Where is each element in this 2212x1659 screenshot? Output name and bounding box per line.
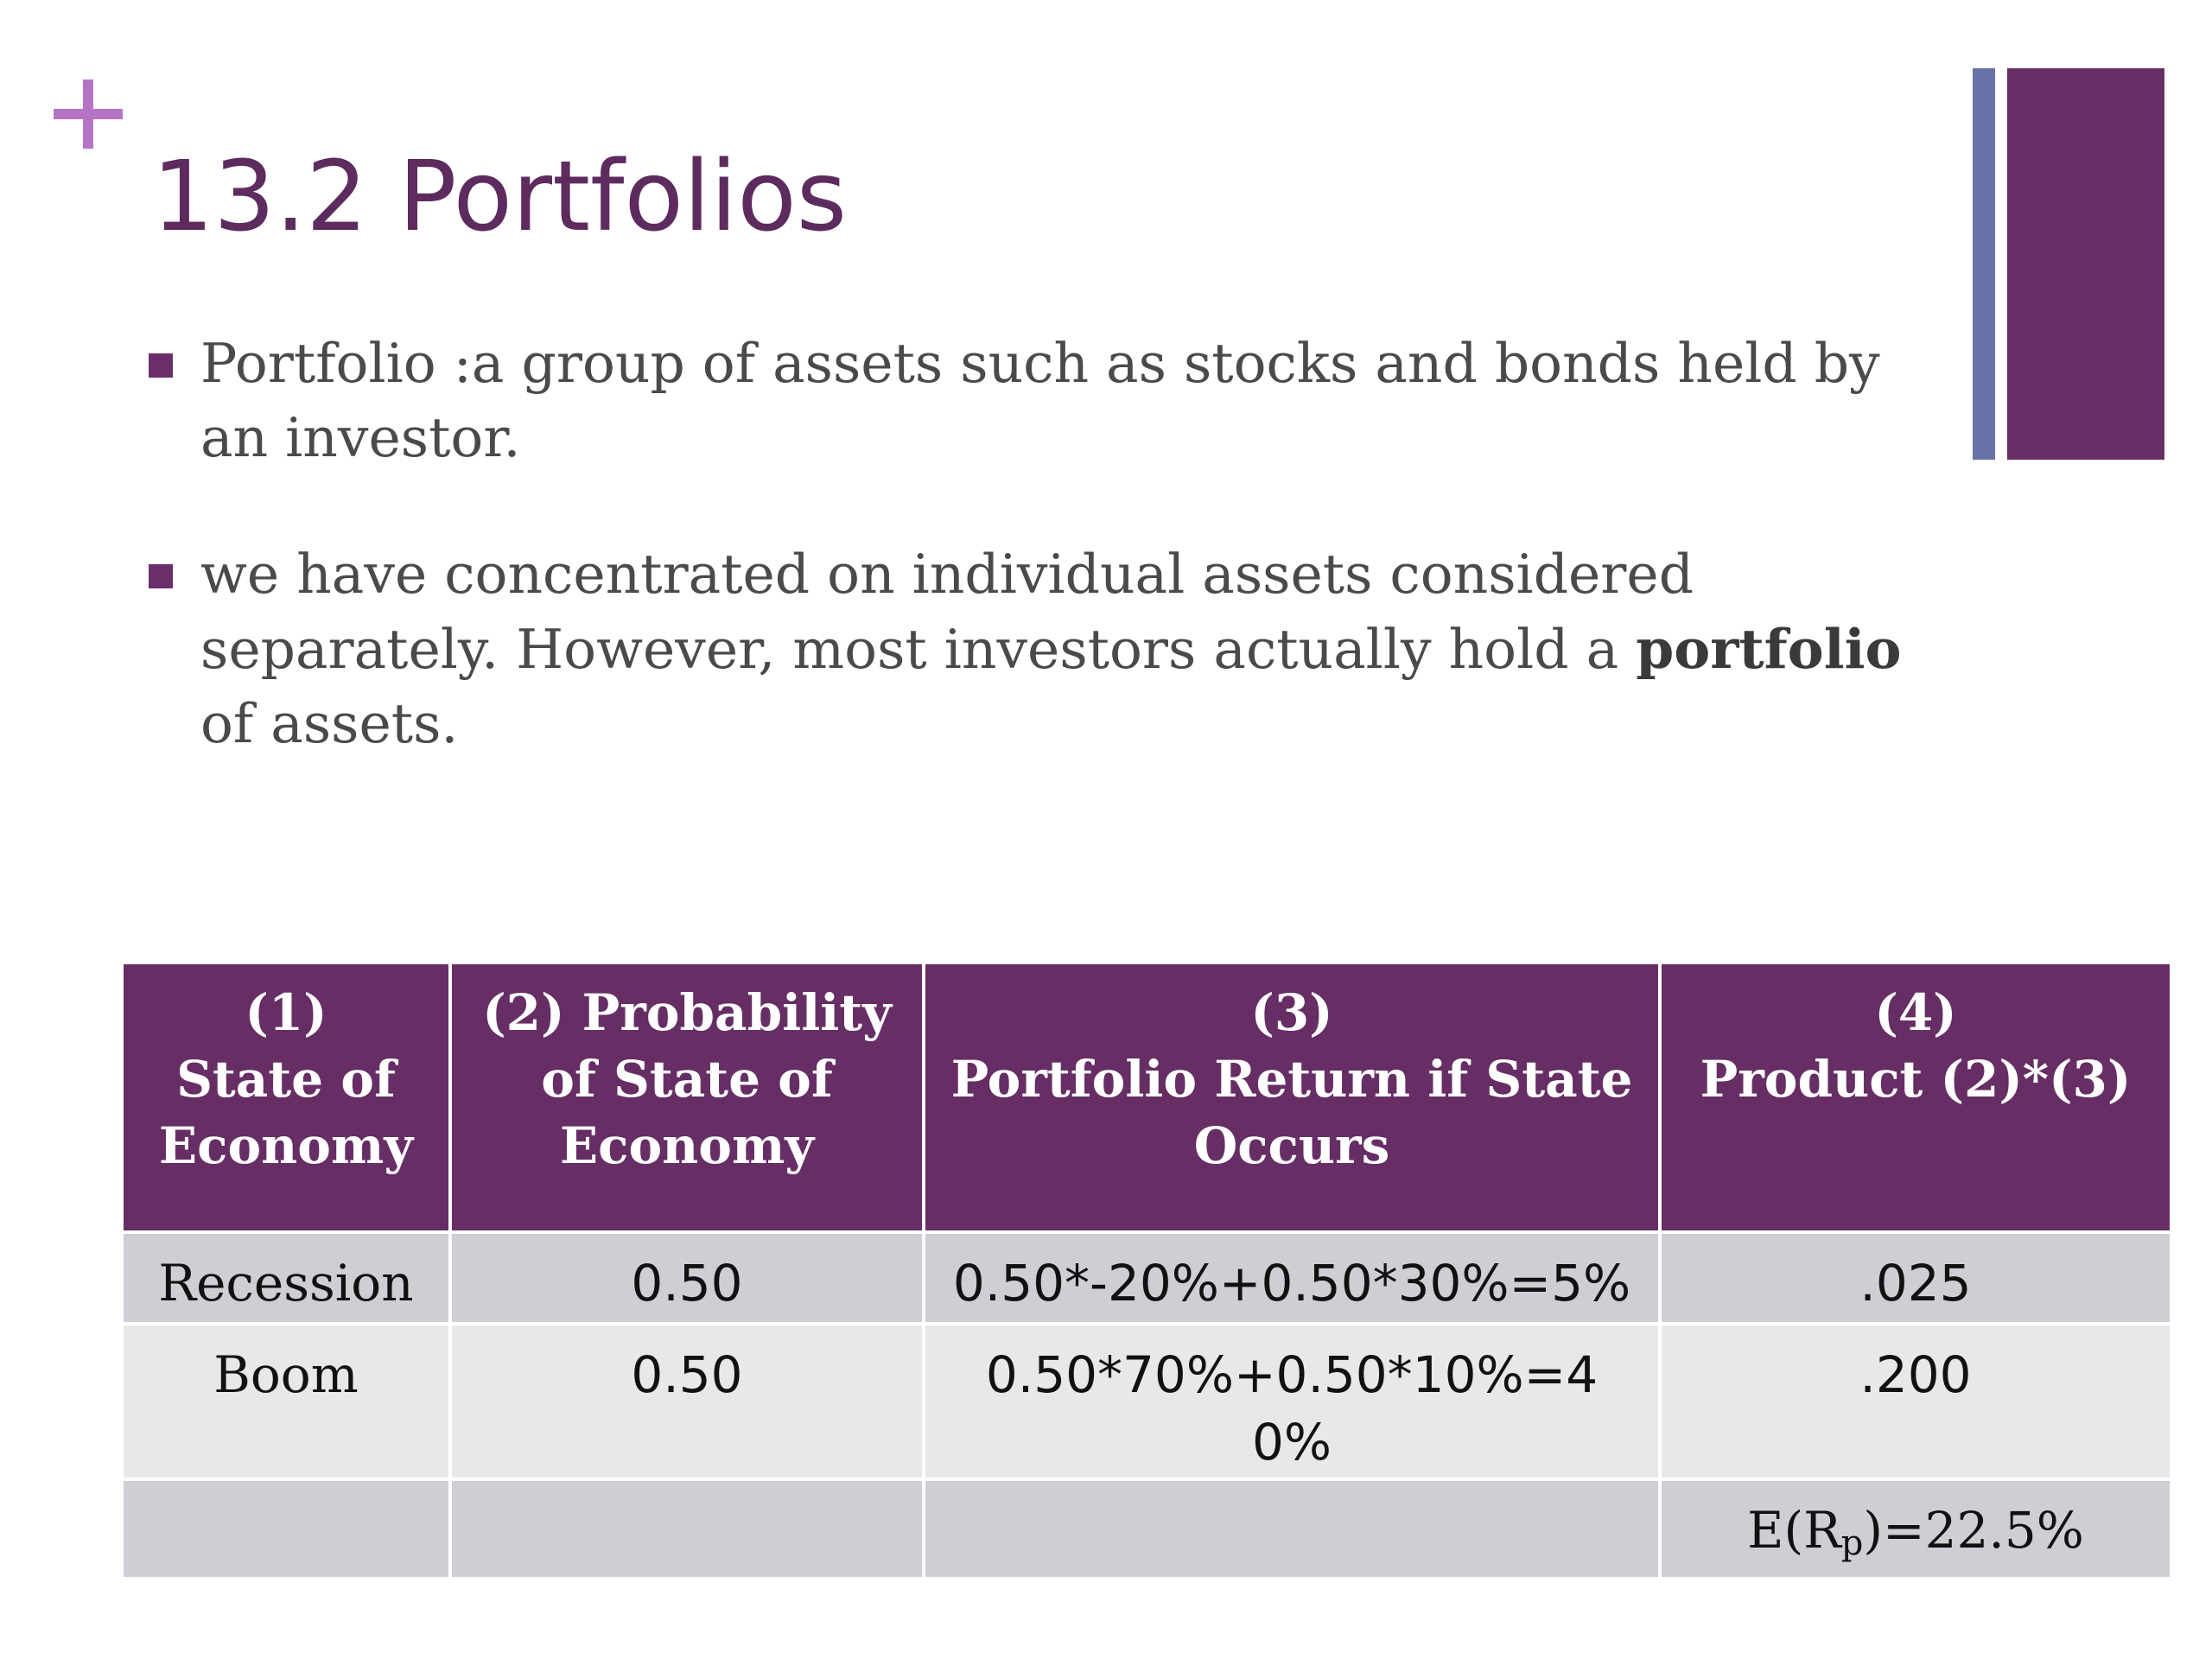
- header-state: (1) State of Economy: [124, 964, 448, 1230]
- portfolio-table: (1) State of Economy (2) Probability of …: [124, 964, 2170, 1577]
- cell-product: .200: [1662, 1325, 2170, 1478]
- header-probability: (2) Probability of State of Economy: [452, 964, 922, 1230]
- plus-icon: [54, 79, 123, 149]
- cell-probability: 0.50: [452, 1325, 922, 1478]
- cell-state: Boom: [124, 1325, 448, 1478]
- accent-bar-thick: [2007, 68, 2164, 460]
- table-total-row: E(Rp)=22.5%: [124, 1481, 2170, 1577]
- table-header-row: (1) State of Economy (2) Probability of …: [124, 964, 2170, 1230]
- cell-return: 0.50*70%+0.50*10%=40%: [925, 1325, 1658, 1478]
- bullet-text-end: of assets.: [200, 692, 459, 755]
- accent-bar-thin: [1973, 68, 1995, 460]
- cell-expected-return: E(Rp)=22.5%: [1662, 1481, 2170, 1577]
- bullet-list: Portfolio :a group of assets such as sto…: [147, 327, 1953, 823]
- cell-empty: [124, 1481, 448, 1577]
- header-product: (4) Product (2)*(3): [1662, 964, 2170, 1230]
- bullet-text: we have concentrated on individual asset…: [200, 543, 1694, 681]
- table-row: Boom 0.50 0.50*70%+0.50*10%=40% .200: [124, 1325, 2170, 1478]
- cell-empty: [925, 1481, 1658, 1577]
- cell-probability: 0.50: [452, 1234, 922, 1322]
- bullet-text: Portfolio :a group of assets such as sto…: [200, 332, 1880, 469]
- bullet-bold-term: portfolio: [1636, 617, 1902, 681]
- header-portfolio-return: (3) Portfolio Return if State Occurs: [925, 964, 1658, 1230]
- square-bullet-icon: [149, 353, 173, 378]
- square-bullet-icon: [149, 564, 173, 588]
- cell-product: .025: [1662, 1234, 2170, 1322]
- bullet-item-portfolio-definition: Portfolio :a group of assets such as sto…: [147, 327, 1953, 475]
- slide-title: 13.2 Portfolios: [152, 141, 848, 253]
- cell-state: Recession: [124, 1234, 448, 1322]
- cell-empty: [452, 1481, 922, 1577]
- bullet-item-individual-assets: we have concentrated on individual asset…: [147, 537, 1953, 761]
- table-row: Recession 0.50 0.50*-20%+0.50*30%=5% .02…: [124, 1234, 2170, 1322]
- cell-return: 0.50*-20%+0.50*30%=5%: [925, 1234, 1658, 1322]
